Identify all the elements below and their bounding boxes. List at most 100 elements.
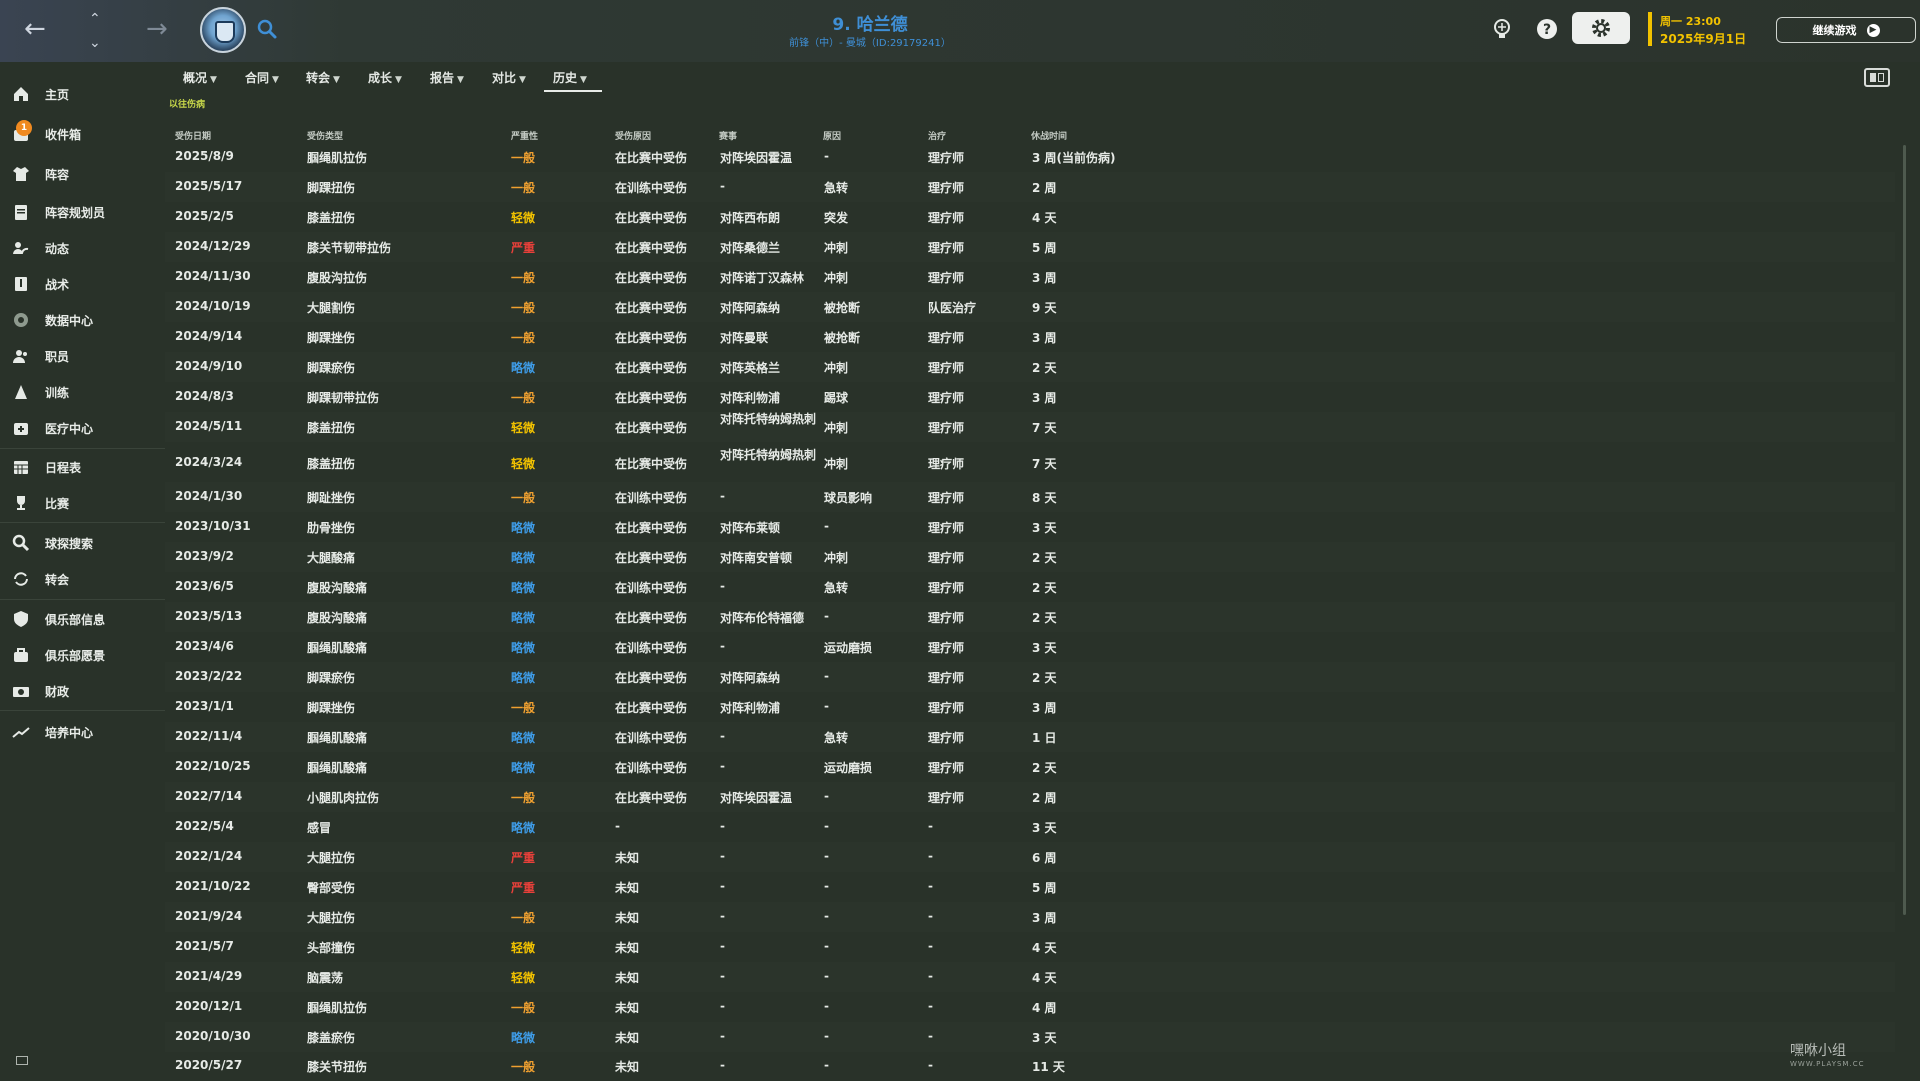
sidebar-item-finances[interactable]: 财政 <box>0 675 165 707</box>
table-row[interactable]: 2022/5/4 感冒 略微 - - - - 3 天 <box>165 812 1895 842</box>
table-row[interactable]: 2024/5/11 膝盖扭伤 轻微 在比赛中受伤 对阵托特纳姆热刺 冲刺 理疗师 7 天 <box>165 412 1895 442</box>
sidebar-item-training[interactable]: 训练 <box>0 376 165 408</box>
column-header-match[interactable]: 赛事 <box>719 132 738 142</box>
chevron-down-icon: ▼ <box>333 75 340 85</box>
club-crest[interactable] <box>200 7 246 53</box>
sidebar-item-scouting[interactable]: 球探搜索 <box>0 527 165 559</box>
forward-arrow-icon[interactable]: → <box>146 14 168 44</box>
table-row[interactable]: 2020/10/30 膝盖瘀伤 略微 未知 - - - 3 天 <box>165 1022 1895 1052</box>
column-header-date[interactable]: 受伤日期 <box>175 132 212 142</box>
clipboard-icon <box>12 203 30 221</box>
table-row[interactable]: 2024/11/30 腹股沟拉伤 一般 在比赛中受伤 对阵诺丁汉森林 冲刺 理疗师 3 周 <box>165 262 1895 292</box>
cell-cause: 在比赛中受伤 <box>615 241 688 255</box>
sidebar-item-data-hub[interactable]: 数据中心 <box>0 304 165 336</box>
table-row[interactable]: 2023/4/6 腘绳肌酸痛 略微 在训练中受伤 - 运动磨损 理疗师 3 天 <box>165 632 1895 662</box>
table-row[interactable]: 2022/11/4 腘绳肌酸痛 略微 在训练中受伤 - 急转 理疗师 1 日 <box>165 722 1895 752</box>
sidebar-item-schedule[interactable]: 日程表 <box>0 451 165 483</box>
tab-transfer[interactable]: 转会 ▼ <box>306 71 340 85</box>
cell-match: - <box>720 849 725 863</box>
table-row[interactable]: 2021/9/24 大腿拉伤 一般 未知 - - - 3 周 <box>165 902 1895 932</box>
tab-contract[interactable]: 合同 ▼ <box>245 71 279 85</box>
table-row[interactable]: 2024/3/24 膝盖扭伤 轻微 在比赛中受伤 对阵托特纳姆热刺 冲刺 理疗师 7 天 <box>165 448 1895 478</box>
sidebar-item-transfers[interactable]: 转会 <box>0 563 165 595</box>
cell-reason: - <box>824 819 829 833</box>
tab-development[interactable]: 成长 ▼ <box>368 71 402 85</box>
sidebar-item-dynamics[interactable]: 动态 <box>0 232 165 264</box>
table-row[interactable]: 2023/9/2 大腿酸痛 略微 在比赛中受伤 对阵南安普顿 冲刺 理疗师 2 天 <box>165 542 1895 572</box>
column-header-treatment[interactable]: 治疗 <box>928 132 947 142</box>
column-header-cause[interactable]: 受伤原因 <box>615 132 652 142</box>
table-row[interactable]: 2023/5/13 腹股沟酸痛 略微 在比赛中受伤 对阵布伦特福德 - 理疗师 2 天 <box>165 602 1895 632</box>
sidebar-item-club-info[interactable]: 俱乐部信息 <box>0 603 165 635</box>
brain-icon[interactable] <box>1487 14 1517 44</box>
table-row[interactable]: 2023/2/22 脚踝瘀伤 略微 在比赛中受伤 对阵阿森纳 - 理疗师 2 天 <box>165 662 1895 692</box>
column-header-reason[interactable]: 原因 <box>823 132 842 142</box>
chevron-down-icon[interactable]: ⌄ <box>89 35 101 51</box>
table-row[interactable]: 2020/12/1 腘绳肌拉伤 一般 未知 - - - 4 周 <box>165 992 1895 1022</box>
column-header-duration[interactable]: 休战时间 <box>1031 132 1068 142</box>
sidebar-item-tactics[interactable]: 战术 <box>0 268 165 300</box>
sidebar-item-medical-centre[interactable]: 医疗中心 <box>0 412 165 444</box>
table-row[interactable]: 2024/10/19 大腿割伤 一般 在比赛中受伤 对阵阿森纳 被抢断 队医治疗 9 天 <box>165 292 1895 322</box>
table-row[interactable]: 2022/10/25 腘绳肌酸痛 略微 在训练中受伤 - 运动磨损 理疗师 2 天 <box>165 752 1895 782</box>
continue-button[interactable]: 继续游戏 ▶ <box>1776 17 1916 43</box>
trophy-icon <box>12 494 30 512</box>
table-row[interactable]: 2021/10/22 臀部受伤 严重 未知 - - - 5 周 <box>165 872 1895 902</box>
table-row[interactable]: 2023/1/1 脚踝挫伤 一般 在比赛中受伤 对阵利物浦 - 理疗师 3 周 <box>165 692 1895 722</box>
arrow-right-icon: ▶ <box>1866 23 1880 37</box>
table-row[interactable]: 2023/6/5 腹股沟酸痛 略微 在训练中受伤 - 急转 理疗师 2 天 <box>165 572 1895 602</box>
chevron-up-icon[interactable]: ⌃ <box>89 11 101 27</box>
settings-button[interactable] <box>1572 12 1630 44</box>
watermark-url: WWW.PLAYSM.CC <box>1790 1060 1865 1068</box>
subtab-past-injuries[interactable]: 以往伤病 <box>169 100 206 110</box>
table-row[interactable]: 2023/10/31 肋骨挫伤 略微 在比赛中受伤 对阵布莱顿 - 理疗师 3 天 <box>165 512 1895 542</box>
table-row[interactable]: 2025/8/9 腘绳肌拉伤 一般 在比赛中受伤 对阵埃因霍温 - 理疗师 3 周(当前伤病) <box>165 142 1895 172</box>
tab-history[interactable]: 历史 ▼ <box>553 71 587 85</box>
table-row[interactable]: 2024/8/3 脚踝韧带拉伤 一般 在比赛中受伤 对阵利物浦 踢球 理疗师 3 周 <box>165 382 1895 412</box>
table-row[interactable]: 2022/7/14 小腿肌肉拉伤 一般 在比赛中受伤 对阵埃因霍温 - 理疗师 2 周 <box>165 782 1895 812</box>
tab-compare[interactable]: 对比 ▼ <box>492 71 526 85</box>
table-row[interactable]: 2024/1/30 脚趾挫伤 一般 在训练中受伤 - 球员影响 理疗师 8 天 <box>165 482 1895 512</box>
column-header-type[interactable]: 受伤类型 <box>307 132 344 142</box>
layout-toggle-icon[interactable] <box>1864 68 1890 87</box>
table-row[interactable]: 2024/9/14 脚踝挫伤 一般 在比赛中受伤 对阵曼联 被抢断 理疗师 3 周 <box>165 322 1895 352</box>
help-icon[interactable]: ? <box>1532 14 1562 44</box>
sidebar: 主页 收件箱 阵容 阵容规划员 动态 战术 数据中心 职员 训练 医疗中心 日程… <box>0 62 165 1080</box>
sidebar-item-development-centre[interactable]: 培养中心 <box>0 716 165 748</box>
sidebar-item-staff[interactable]: 职员 <box>0 340 165 372</box>
table-row[interactable]: 2025/2/5 膝盖扭伤 轻微 在比赛中受伤 对阵西布朗 突发 理疗师 4 天 <box>165 202 1895 232</box>
sidebar-divider <box>0 599 165 600</box>
back-arrow-icon[interactable]: ← <box>24 14 46 44</box>
tactics-icon <box>12 275 30 293</box>
sidebar-item-label: 阵容规划员 <box>45 205 106 220</box>
sidebar-item-competitions[interactable]: 比赛 <box>0 487 165 519</box>
window-toggle-icon[interactable] <box>16 1056 28 1065</box>
sidebar-item-label: 职员 <box>45 349 70 364</box>
cell-type: 腹股沟酸痛 <box>307 581 368 595</box>
table-row[interactable]: 2021/4/29 脑震荡 轻微 未知 - - - 4 天 <box>165 962 1895 992</box>
cell-severity: 略微 <box>511 641 536 655</box>
cell-severity: 一般 <box>511 181 536 195</box>
table-row[interactable]: 2024/9/10 脚踝瘀伤 略微 在比赛中受伤 对阵英格兰 冲刺 理疗师 2 天 <box>165 352 1895 382</box>
sidebar-item-squad-planner[interactable]: 阵容规划员 <box>0 196 165 228</box>
cell-type: 大腿酸痛 <box>307 551 356 565</box>
cell-date: 2020/10/30 <box>175 1029 251 1043</box>
sidebar-item-club-vision[interactable]: 俱乐部愿景 <box>0 639 165 671</box>
search-icon[interactable] <box>256 18 278 40</box>
table-row[interactable]: 2025/5/17 脚踝扭伤 一般 在训练中受伤 - 急转 理疗师 2 周 <box>165 172 1895 202</box>
cell-treatment: - <box>928 819 933 833</box>
cell-duration: 4 天 <box>1032 211 1057 225</box>
table-row[interactable]: 2022/1/24 大腿拉伤 严重 未知 - - - 6 周 <box>165 842 1895 872</box>
table-row[interactable]: 2021/5/7 头部撞伤 轻微 未知 - - - 4 天 <box>165 932 1895 962</box>
tab-overview[interactable]: 概况 ▼ <box>183 71 217 85</box>
table-row[interactable]: 2020/5/27 膝关节扭伤 一般 未知 - - - 11 天 <box>165 1051 1895 1081</box>
cell-duration: 1 日 <box>1032 731 1057 745</box>
cell-date: 2021/4/29 <box>175 969 243 983</box>
cell-match: - <box>720 759 725 773</box>
sidebar-item-home[interactable]: 主页 <box>0 78 165 110</box>
column-header-severity[interactable]: 严重性 <box>511 132 539 142</box>
scrollbar[interactable] <box>1903 145 1906 915</box>
table-row[interactable]: 2024/12/29 膝关节韧带拉伤 严重 在比赛中受伤 对阵桑德兰 冲刺 理疗师 5 周 <box>165 232 1895 262</box>
sidebar-item-squad[interactable]: 阵容 <box>0 158 165 190</box>
tab-reports[interactable]: 报告 ▼ <box>430 71 464 85</box>
